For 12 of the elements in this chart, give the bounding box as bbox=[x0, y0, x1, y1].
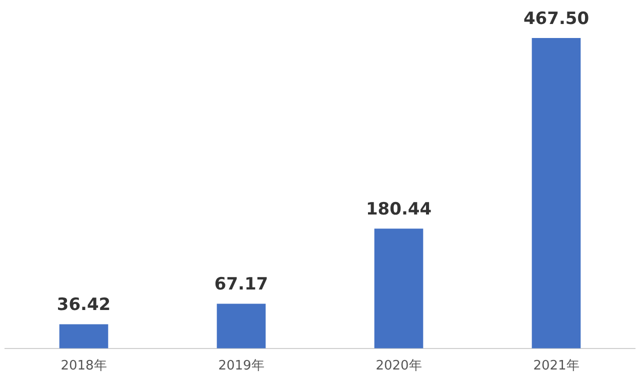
bar bbox=[532, 38, 581, 348]
bar bbox=[374, 228, 424, 348]
data-label: 180.44 bbox=[366, 200, 432, 220]
x-tick-label: 2021年 bbox=[533, 358, 580, 374]
x-tick-label: 2020年 bbox=[376, 358, 422, 374]
data-label: 67.17 bbox=[214, 274, 268, 295]
data-label: 467.50 bbox=[523, 8, 590, 29]
x-tick-label: 2018年 bbox=[60, 358, 107, 374]
data-label: 36.42 bbox=[56, 295, 111, 316]
bar bbox=[59, 324, 108, 348]
x-tick-label: 2019年 bbox=[218, 358, 264, 374]
bar bbox=[216, 304, 266, 348]
